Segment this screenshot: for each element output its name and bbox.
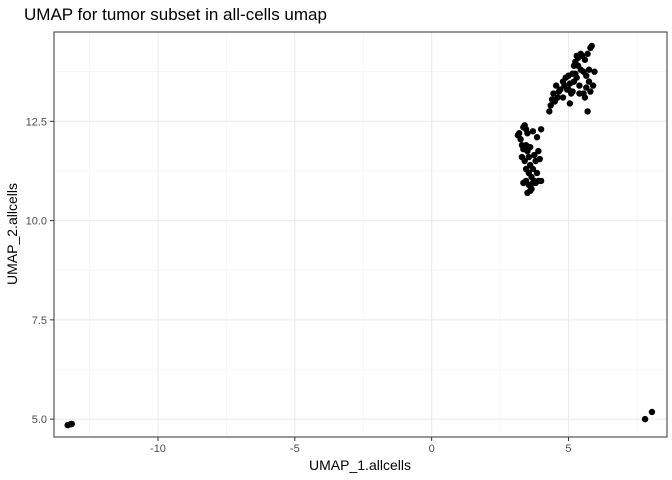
plot-border [53, 31, 668, 438]
data-point [526, 143, 534, 151]
data-point [641, 415, 649, 423]
data-points [64, 42, 656, 429]
data-point [531, 151, 538, 159]
data-point [516, 130, 523, 137]
x-tick-label: 0 [429, 443, 435, 455]
data-point [524, 189, 531, 197]
data-point [572, 70, 579, 77]
chart-title: UMAP for tumor subset in all-cells umap [24, 5, 327, 24]
data-point [517, 136, 524, 143]
data-point [537, 126, 545, 133]
data-point [584, 50, 591, 58]
data-point [550, 90, 557, 97]
data-point [529, 128, 537, 135]
data-point [554, 94, 561, 101]
data-point [591, 68, 598, 75]
data-point [588, 42, 595, 50]
data-point [547, 102, 554, 109]
data-point [648, 408, 656, 416]
data-point [528, 185, 535, 193]
x-axis-title: UMAP_1.allcells [309, 457, 411, 473]
data-point [581, 94, 589, 101]
data-point [559, 94, 567, 101]
data-point [583, 72, 590, 79]
y-tick-label: 5.0 [32, 414, 47, 426]
x-tick-label: 5 [565, 443, 571, 455]
y-tick-label: 10.0 [26, 216, 47, 228]
data-point [529, 165, 537, 173]
data-point [552, 82, 560, 89]
data-point [555, 88, 563, 95]
gridlines [54, 32, 667, 437]
data-point [524, 130, 531, 137]
data-point [585, 78, 593, 85]
data-point [536, 155, 543, 163]
y-axis-title: UMAP_2.allcells [4, 183, 20, 285]
data-point [584, 108, 591, 115]
x-tick-label: -10 [150, 443, 166, 455]
data-point [589, 82, 597, 89]
y-tick-label: 12.5 [26, 116, 47, 128]
x-axis: -10 -5 0 5 [150, 437, 572, 455]
data-point [535, 147, 542, 155]
data-point [581, 56, 589, 63]
y-tick-label: 7.5 [32, 315, 47, 327]
data-point [533, 169, 541, 177]
data-point [546, 108, 553, 115]
data-point [574, 54, 582, 62]
data-point [565, 86, 572, 93]
x-tick-label: -5 [290, 443, 300, 455]
data-point [587, 88, 594, 95]
data-point [537, 177, 545, 185]
data-point [576, 82, 583, 89]
data-point [576, 90, 583, 97]
data-point [566, 100, 574, 107]
data-point [521, 157, 528, 165]
data-point [583, 84, 590, 91]
data-point [585, 66, 593, 73]
data-point [525, 153, 533, 161]
data-point [533, 134, 541, 141]
data-point [68, 420, 75, 428]
y-axis: 5.0 7.5 10.0 12.5 [26, 116, 54, 426]
